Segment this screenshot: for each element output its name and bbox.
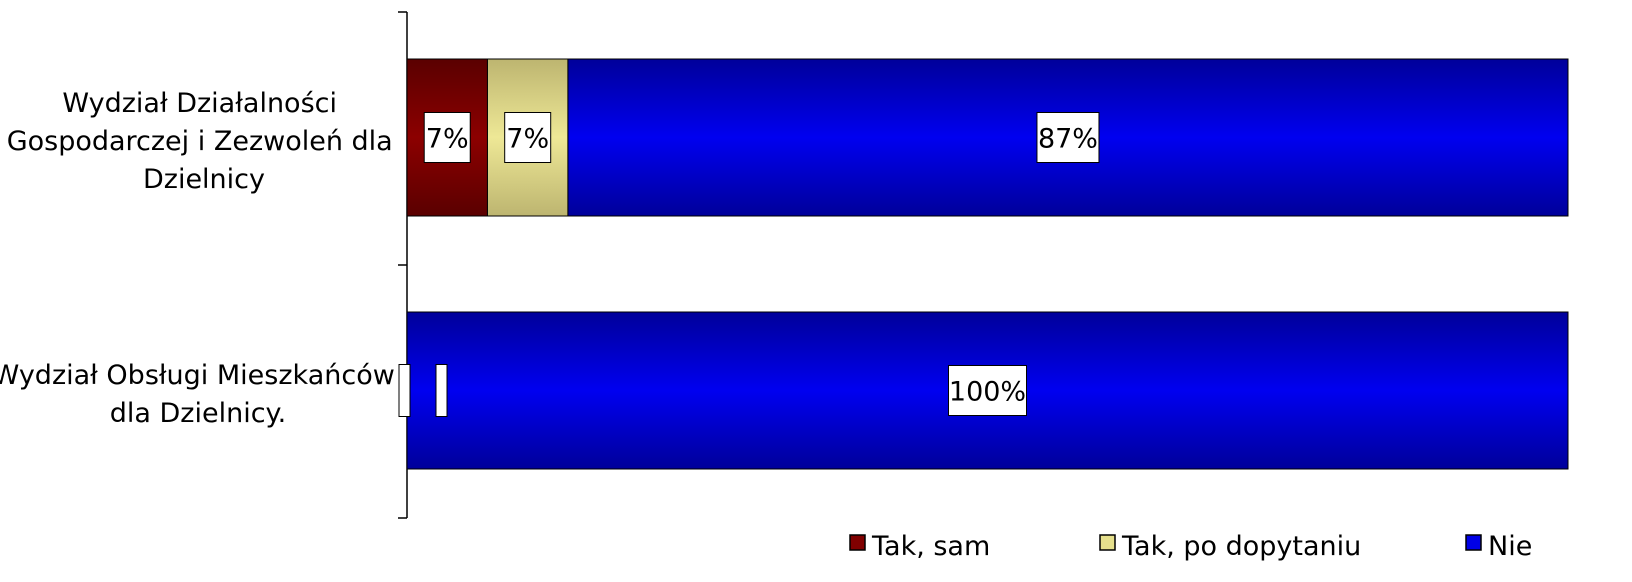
data-label: 7% xyxy=(426,124,469,155)
legend-swatch xyxy=(1099,534,1116,551)
data-label-box xyxy=(423,112,471,163)
data-label-box xyxy=(948,365,1027,416)
legend-label: Nie xyxy=(1488,531,1532,562)
data-label: 87% xyxy=(1038,124,1098,155)
category-labels: Wydział Działalności Gospodarczej i Zezw… xyxy=(0,88,403,429)
data-label-box xyxy=(1036,112,1100,163)
category-label: Wydział Działalności Gospodarczej i Zezw… xyxy=(7,88,402,195)
legend-label: Tak, sam xyxy=(871,531,990,562)
empty-data-label-box xyxy=(435,364,448,417)
bars xyxy=(406,58,1569,470)
data-label: 7% xyxy=(506,124,549,155)
legend: Tak, sam Tak, po dopytaniu Nie xyxy=(849,531,1532,562)
legend-label: Tak, po dopytaniu xyxy=(1121,531,1361,562)
data-label-box xyxy=(504,112,552,163)
legend-swatch xyxy=(849,534,866,551)
legend-swatch xyxy=(1465,534,1482,551)
empty-data-label-box xyxy=(398,364,411,417)
category-label: Wydział Obsługi Mieszkańców dla Dzielnic… xyxy=(0,360,403,429)
data-label: 100% xyxy=(949,377,1026,408)
data-labels: 7% 7% 87% 100% xyxy=(398,112,1100,417)
category-axis xyxy=(398,11,408,519)
